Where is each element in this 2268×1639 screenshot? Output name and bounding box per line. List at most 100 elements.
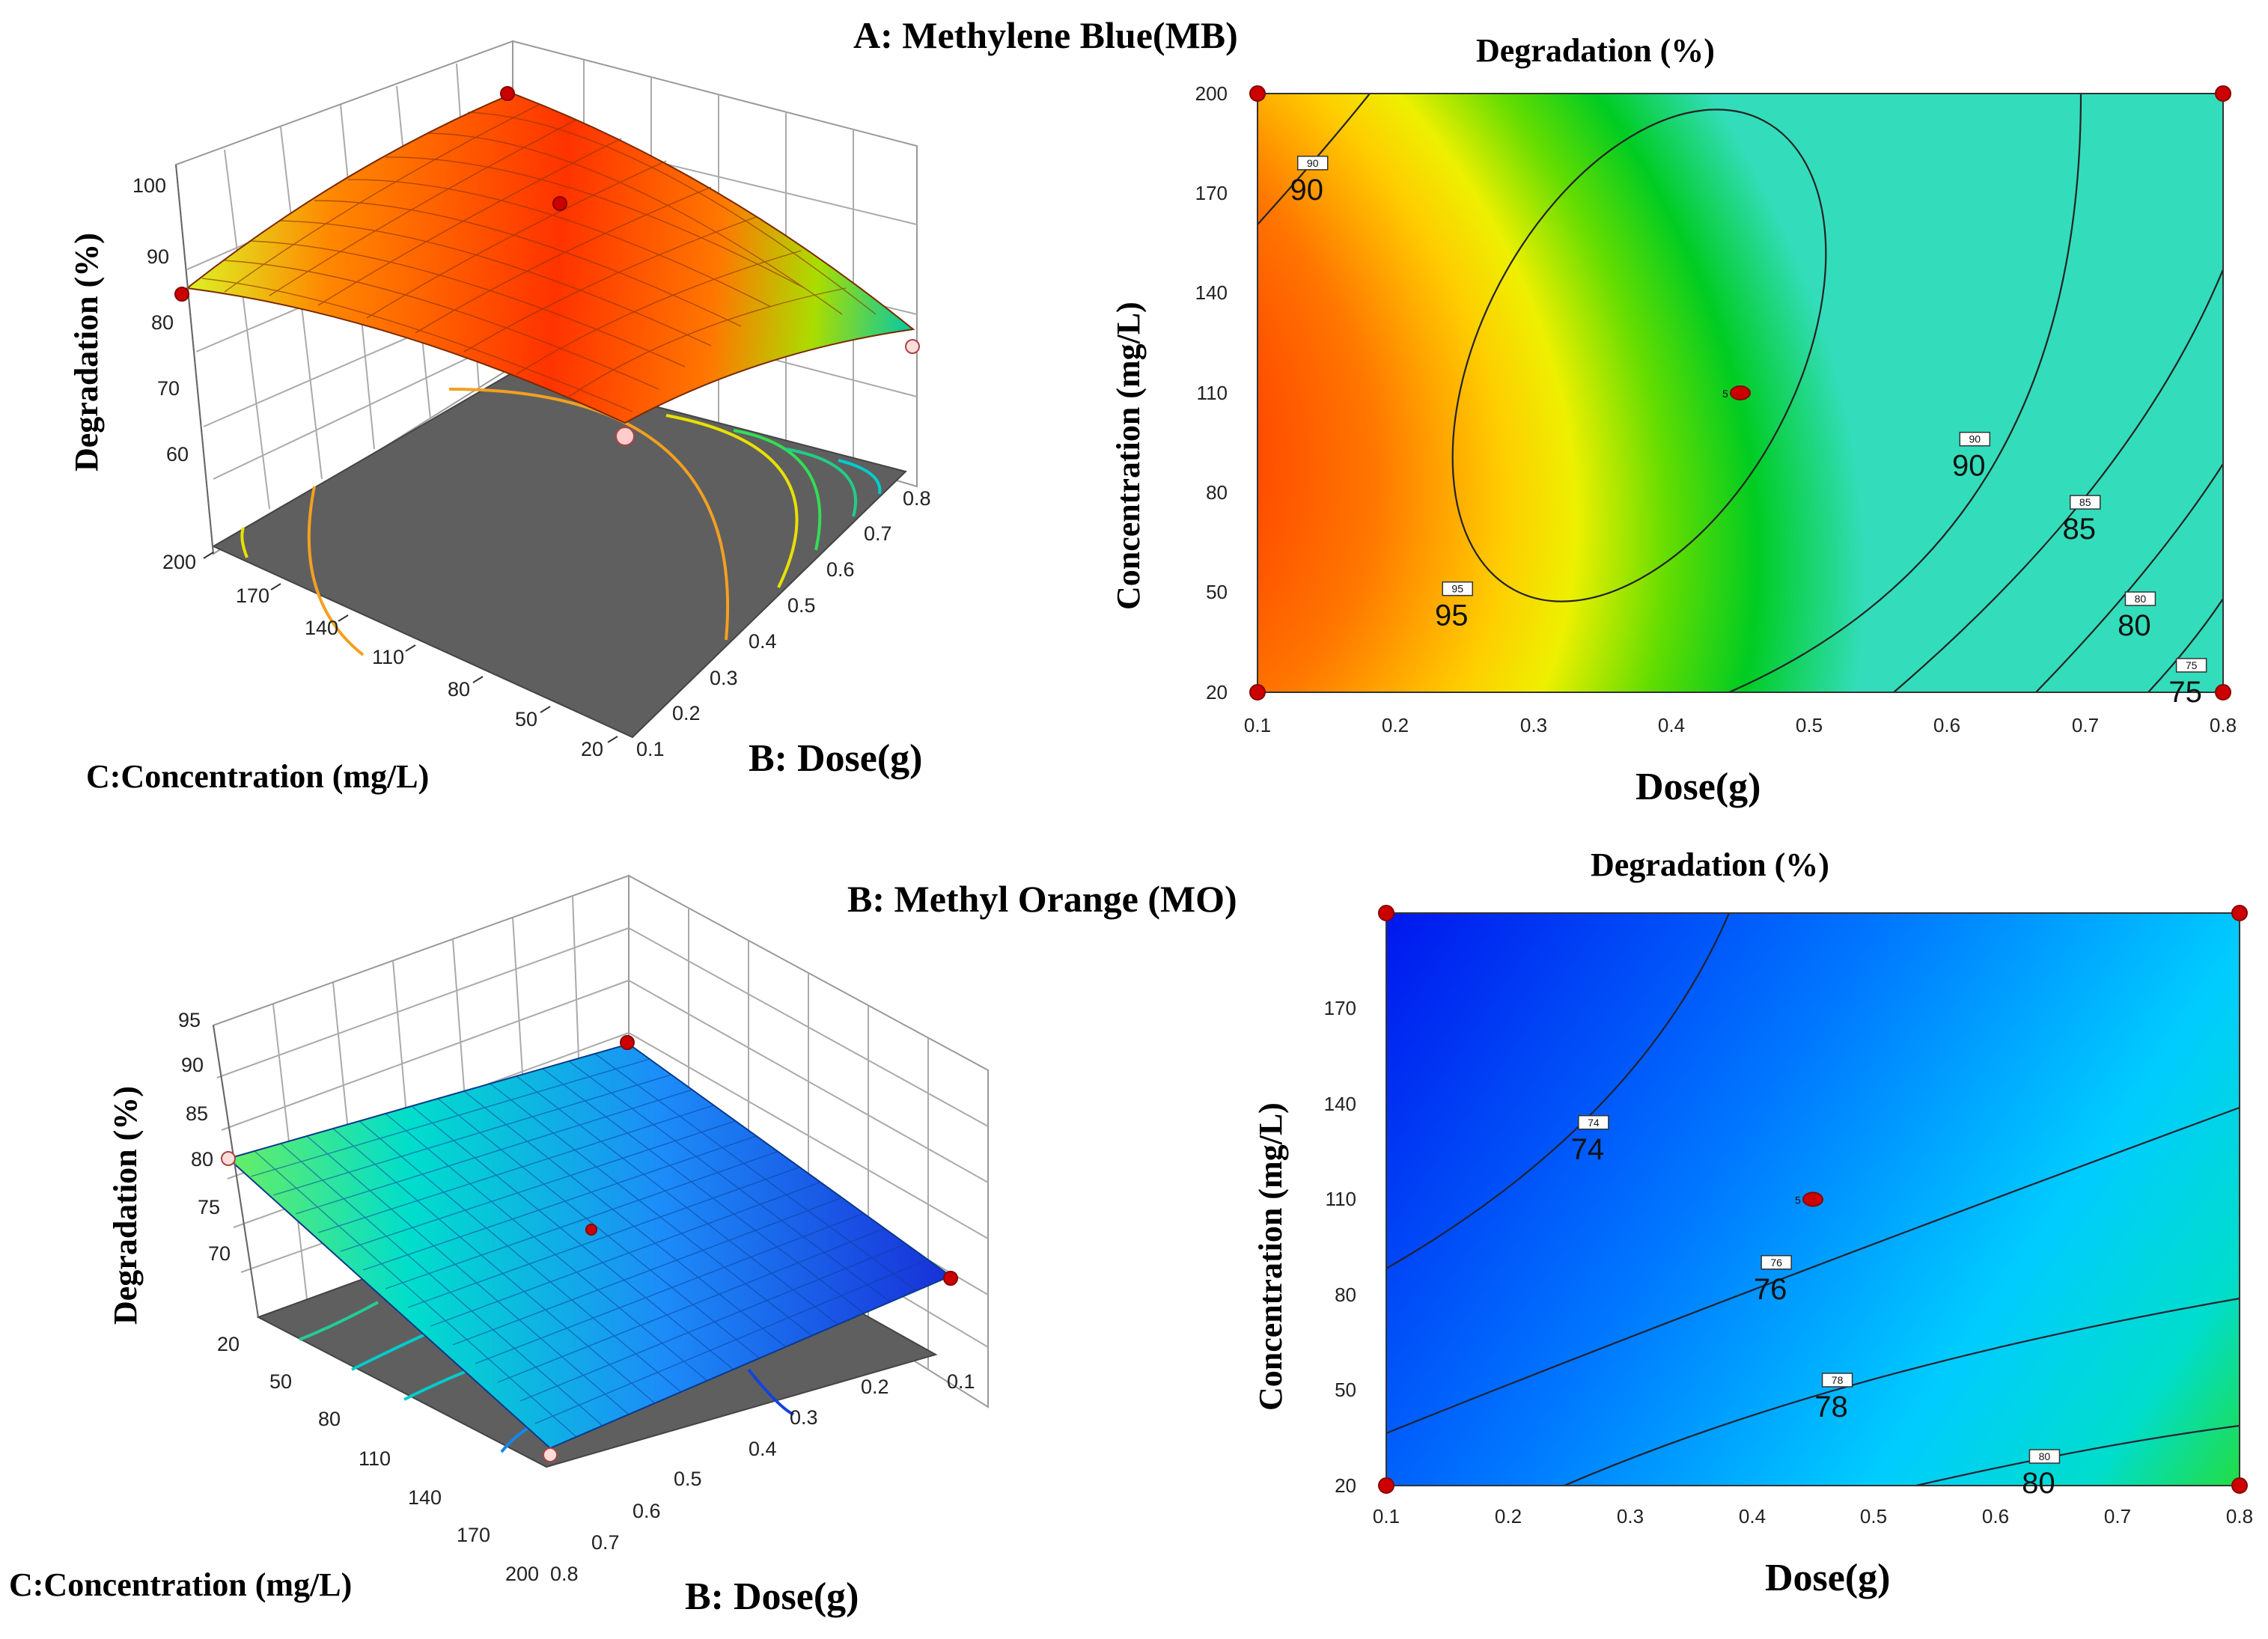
mb-surface-mesh [185,92,915,424]
mo-design-point-0 [1378,1477,1394,1494]
mb-cy-20: 20 [1206,681,1228,703]
mo-yt-110: 110 [359,1447,391,1470]
mb-cx-0.6: 0.6 [1933,714,1960,736]
mb-contour-points: 5 [1249,85,2231,701]
mb-xt-0.2: 0.2 [672,702,701,724]
mb-design-point-2 [2215,684,2231,701]
mb-level-label-0: 95 [1435,599,1469,632]
mb-zt-80: 80 [151,311,174,334]
mo-cx-0.7: 0.7 [2104,1505,2131,1527]
mb-surface-points [174,86,920,446]
mo-zt-80: 80 [191,1148,213,1171]
mo-level-box-text-2: 78 [1832,1374,1844,1386]
mb-yt-140: 140 [305,617,338,639]
mo-yt-50: 50 [269,1370,292,1393]
mo-xt-0.7: 0.7 [591,1531,620,1554]
mb-surface-zlabel: Degradation (%) [68,233,105,471]
mb-design-point-0 [1249,684,1266,701]
panel-label-mo: B: Methyl Orange (MO) [847,878,1237,920]
mb-cx-0.3: 0.3 [1520,714,1547,736]
mo-cx-0.2: 0.2 [1495,1505,1522,1527]
mo-xt-0.4: 0.4 [749,1438,777,1460]
mo-level-label-2: 78 [1814,1391,1848,1423]
mb-yt-80: 80 [448,678,470,701]
mb-xt-0.8: 0.8 [903,487,931,510]
mb-contour-xlabel: Dose(g) [1636,766,1761,808]
mb-level-box-3 [2069,495,2101,510]
mb-x-ticks: 0.1 0.2 0.3 0.4 0.5 0.6 0.7 0.8 [636,487,931,760]
mb-cx-0.1: 0.1 [1244,714,1271,736]
mo-level-box-1 [1761,1255,1792,1270]
mb-level-label-4: 80 [2118,609,2151,642]
mo-zt-95: 95 [178,1009,201,1031]
mb-design-point-1 [1249,85,1266,102]
mo-cx-0.4: 0.4 [1739,1505,1766,1527]
mb-contour-ylabel: Concentration (mg/L) [1110,302,1147,610]
mb-yt-50: 50 [515,708,537,730]
mb-y-ticks: 200 170 140 110 80 50 20 [162,551,603,760]
mo-cy-80: 80 [1335,1284,1356,1306]
mb-level-label-2: 90 [1290,174,1323,207]
mo-cy-140: 140 [1324,1093,1356,1115]
mb-level-box-0 [1442,581,1473,596]
mb-xt-0.5: 0.5 [787,594,816,617]
mb-level-label-3: 85 [2062,513,2096,546]
mb-cy-200: 200 [1195,82,1228,105]
mo-contour-labels: 74 74 76 76 78 78 80 80 [1571,1115,2061,1500]
mo-contour-plot: Degradation (%) 0.1 0.2 0.3 0.4 0.5 0.6 … [1252,846,2253,1599]
mb-yt-170: 170 [236,585,269,607]
mb-level-box-text-1: 90 [1969,433,1981,445]
mb-level-box-1 [1959,431,1991,447]
mb-level-box-text-2: 90 [1307,157,1319,169]
mo-level-label-3: 80 [2022,1467,2055,1500]
mo-cx-0.1: 0.1 [1373,1505,1400,1527]
mo-xt-0.2: 0.2 [861,1376,889,1398]
mb-cx-0.7: 0.7 [2072,714,2099,736]
mb-xt-0.3: 0.3 [710,667,738,689]
mb-zt-70: 70 [157,377,180,400]
mo-contour-xticks: 0.1 0.2 0.3 0.4 0.5 0.6 0.7 0.8 [1373,1505,2253,1527]
mb-contour-lines [1258,94,2223,692]
mb-level-label-5: 75 [2168,676,2202,709]
mo-level-label-0: 74 [1571,1133,1605,1166]
mo-center-point [1802,1191,1823,1207]
mo-cx-0.6: 0.6 [1982,1505,2009,1527]
mo-surface-ylabel: C:Concentration (mg/L) [9,1566,352,1603]
mo-cy-20: 20 [1335,1474,1356,1497]
mo-center-point-label: 5 [1795,1194,1801,1206]
mo-xt-0.8: 0.8 [550,1563,579,1585]
mo-level-box-text-3: 80 [2039,1450,2051,1462]
mb-surface-xlabel: B: Dose(g) [749,737,923,780]
mb-zt-100: 100 [132,174,166,197]
mo-contour-yticks: 20 50 80 110 140 170 [1324,997,1356,1497]
mb-level-box-2 [1296,156,1329,171]
mb-cy-110: 110 [1197,382,1228,404]
mo-yt-20: 20 [217,1333,240,1355]
mb-cy-170: 170 [1195,182,1228,204]
mo-design-point-2 [2231,1477,2248,1494]
mb-surface-plot: 100 90 80 70 60 Degradation (%) 200 170 … [68,40,931,795]
mb-z-ticks: 100 90 80 70 60 [132,174,189,466]
mb-cy-140: 140 [1195,281,1228,304]
mo-level-box-3 [2028,1449,2061,1464]
mb-contour-yticks: 20 50 80 110 140 170 200 [1195,82,1228,703]
mo-surface-xlabel: B: Dose(g) [685,1575,859,1618]
mb-surface-ylabel: C:Concentration (mg/L) [86,758,429,795]
mo-zt-85: 85 [186,1102,208,1125]
mo-cy-110: 110 [1326,1188,1356,1210]
mo-xt-0.1: 0.1 [947,1370,975,1393]
mo-surface-zlabel: Degradation (%) [107,1086,144,1325]
mb-contour-plot: Degradation (%) 0.1 0.2 0.3 0.4 0.5 0.6 … [1110,32,2237,808]
mo-surface-gridlines [250,1053,927,1438]
mo-yt-140: 140 [408,1486,442,1509]
mo-zt-70: 70 [208,1242,231,1265]
mo-z-ticks: 95 90 85 80 75 70 [178,1009,231,1265]
mo-level-box-0 [1578,1115,1609,1130]
mb-center-point [1730,385,1751,400]
mo-level-box-text-1: 76 [1770,1257,1782,1269]
mo-cx-0.5: 0.5 [1860,1505,1887,1527]
mo-contour-lines [1386,913,2240,1486]
mb-cx-0.2: 0.2 [1382,714,1409,736]
panel-label-mb: A: Methylene Blue(MB) [853,14,1238,56]
